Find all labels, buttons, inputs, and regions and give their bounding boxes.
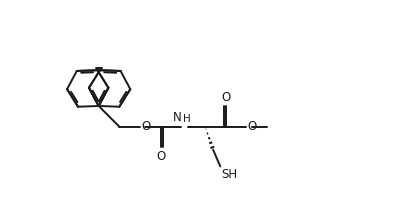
Text: N: N [172,111,181,124]
Text: O: O [247,120,256,133]
Text: O: O [156,150,165,163]
Text: O: O [221,91,230,104]
Text: H: H [183,114,191,124]
Text: SH: SH [222,168,238,181]
Text: O: O [141,120,150,133]
